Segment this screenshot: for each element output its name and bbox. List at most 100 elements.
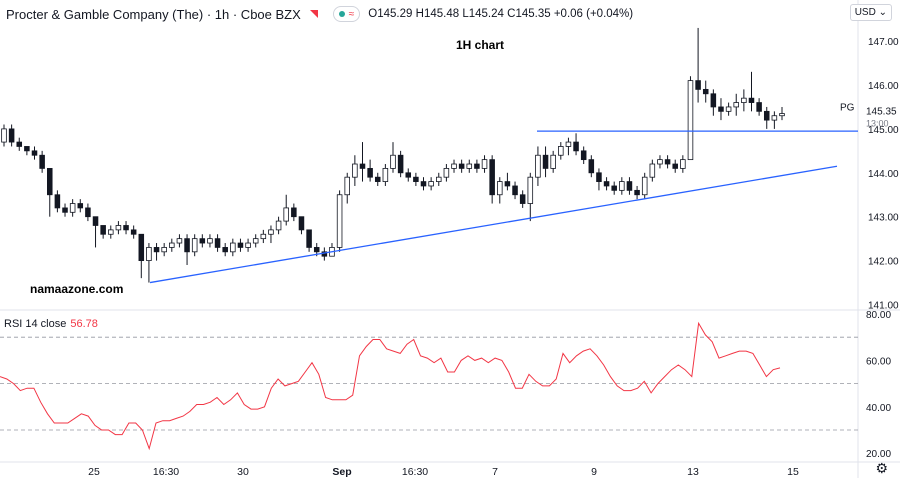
candle-up xyxy=(481,159,488,169)
candle-down xyxy=(672,163,678,169)
candle-up xyxy=(108,229,114,235)
candle-up xyxy=(687,80,694,161)
candle-down xyxy=(580,150,587,161)
candle-down xyxy=(306,229,312,248)
drawings-layer[interactable] xyxy=(149,130,858,284)
last-price-label: 145.35 xyxy=(866,107,897,118)
candle-up xyxy=(565,141,572,147)
candle-up xyxy=(619,181,625,191)
currency-selector[interactable]: USD ⌄ xyxy=(849,4,892,21)
high-label: H xyxy=(415,8,424,20)
candle-up xyxy=(115,225,122,231)
candle-up xyxy=(352,163,358,178)
candle-down xyxy=(291,207,297,218)
wave-icon: ≈ xyxy=(348,8,355,20)
candle-up xyxy=(741,97,747,103)
candle-down xyxy=(695,80,701,90)
price-tick-label: 141.00 xyxy=(868,301,899,312)
candle-up xyxy=(230,242,236,253)
rsi-tick-label: 80.00 xyxy=(866,310,891,321)
time-tick-label: 25 xyxy=(88,466,100,478)
price-tick-label: 143.00 xyxy=(868,213,899,224)
gear-icon[interactable]: ⚙ xyxy=(875,460,888,476)
candle-up xyxy=(657,159,663,165)
candle-up xyxy=(252,238,259,244)
candle-down xyxy=(603,181,610,187)
live-dot-icon xyxy=(338,11,345,17)
candle-down xyxy=(702,88,709,95)
candle-down xyxy=(573,141,579,152)
candle-up xyxy=(436,176,442,182)
candle-down xyxy=(123,225,129,231)
chart-header: Procter & Gamble Company (The) · 1h · Cb… xyxy=(6,6,633,22)
time-axis: 25 16:30 30 Sep 16:30 7 9 13 15 xyxy=(88,466,799,478)
candle-up xyxy=(268,229,274,235)
candle-up xyxy=(451,163,457,169)
low-value: 145.24 xyxy=(468,8,504,20)
watermark-text: namaazone.com xyxy=(30,282,124,296)
candle-down xyxy=(512,185,518,196)
ohlc-readout: O145.29 H145.48 L145.24 C145.35 +0.06 (+… xyxy=(368,8,633,20)
time-tick-label: 16:30 xyxy=(153,466,179,478)
candle-up xyxy=(245,242,251,248)
price-tick-label: 145.00 xyxy=(868,125,899,136)
rsi-tick-label: 40.00 xyxy=(866,403,891,414)
candle-down xyxy=(199,238,206,244)
time-tick-label: 9 xyxy=(591,466,597,478)
candle-down xyxy=(519,194,526,204)
symbol-tag-label: PG xyxy=(840,103,855,114)
candle-up xyxy=(428,181,434,187)
candle-up xyxy=(382,168,389,182)
candle-up xyxy=(1,128,7,143)
market-status-pill[interactable]: ≈ xyxy=(332,6,361,22)
candle-up xyxy=(649,163,656,178)
candle-down xyxy=(405,172,412,178)
candle-down xyxy=(54,194,61,209)
rsi-line xyxy=(0,321,781,451)
candle-up xyxy=(497,181,503,196)
ascending-trendline xyxy=(149,165,838,284)
rsi-tick-label: 60.00 xyxy=(866,356,891,367)
candle-down xyxy=(504,181,511,187)
candle-up xyxy=(466,163,473,169)
symbol-title[interactable]: Procter & Gamble Company (The) · 1h · Cb… xyxy=(6,6,301,22)
candle-down xyxy=(222,247,228,253)
candle-up xyxy=(169,242,175,248)
candle-up xyxy=(680,159,686,169)
candle-up xyxy=(443,168,450,178)
candle-up xyxy=(558,146,564,156)
price-tick-label: 142.00 xyxy=(868,257,899,268)
candle-down xyxy=(413,176,419,182)
candle-down xyxy=(542,154,549,169)
candle-down xyxy=(359,163,366,169)
candle-up xyxy=(527,176,534,204)
candles-layer xyxy=(1,27,785,283)
close-label: C xyxy=(507,8,516,20)
high-value: 145.48 xyxy=(423,8,460,20)
candle-down xyxy=(92,216,99,226)
time-tick-label: 16:30 xyxy=(402,466,428,478)
candle-down xyxy=(588,159,595,174)
candle-up xyxy=(550,154,556,169)
price-tick-label: 147.00 xyxy=(868,37,899,48)
candle-up xyxy=(260,233,267,240)
price-tick-label: 144.00 xyxy=(868,169,899,180)
time-tick-label: 7 xyxy=(492,466,498,478)
flag-icon[interactable] xyxy=(309,9,319,19)
candle-down xyxy=(367,168,373,178)
candle-up xyxy=(275,220,282,231)
candle-up xyxy=(207,238,213,244)
candle-down xyxy=(62,207,68,213)
candle-down xyxy=(298,216,305,231)
candle-up xyxy=(191,238,198,253)
candle-up xyxy=(283,207,289,222)
rsi-value: 56.78 xyxy=(70,318,98,330)
candle-down xyxy=(24,146,30,152)
rsi-tick-label: 20.00 xyxy=(866,449,891,460)
rsi-legend[interactable]: RSI 14 close 56.78 xyxy=(4,318,98,330)
candle-down xyxy=(85,207,91,218)
candle-down xyxy=(138,233,145,261)
time-tick-label: Sep xyxy=(332,466,351,478)
